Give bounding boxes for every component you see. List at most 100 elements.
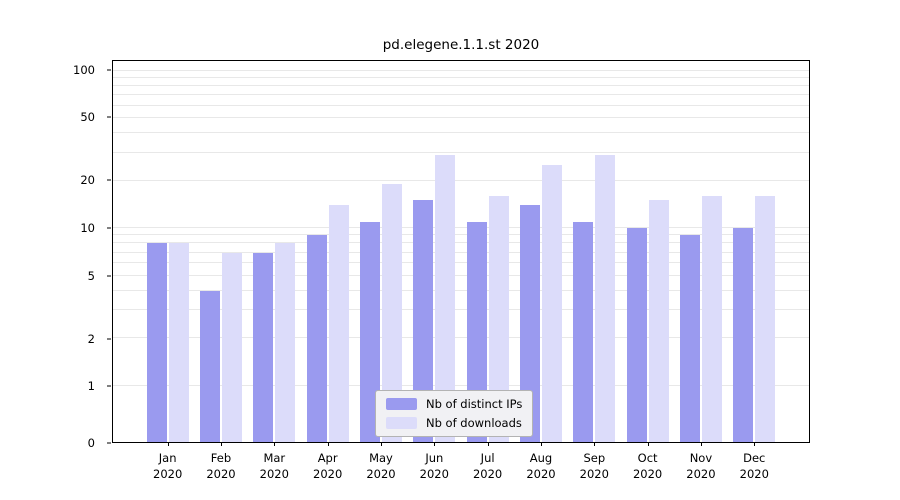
gridline xyxy=(113,234,809,236)
x-tick-label-jul: Jul 2020 xyxy=(472,451,503,482)
legend-swatch-distinct-ips xyxy=(386,398,417,410)
y-tick-label-100: 100 xyxy=(73,62,95,77)
x-tick-mark xyxy=(647,442,649,446)
bar-group-mar: Mar 2020 xyxy=(248,61,301,481)
gridline xyxy=(113,309,809,311)
y-tick-mark xyxy=(107,227,111,229)
x-tick-mark xyxy=(487,442,489,446)
gridline xyxy=(113,251,809,253)
x-tick-mark xyxy=(220,442,222,446)
bar-downloads-dec xyxy=(755,195,776,442)
bar-downloads-mar xyxy=(275,243,296,442)
gridline xyxy=(113,289,809,291)
y-tick-mark xyxy=(107,385,111,387)
bar-group-jul: Jul 2020 xyxy=(461,61,514,481)
gridline xyxy=(113,76,809,78)
bar-downloads-jun xyxy=(435,155,456,442)
y-tick-label-20: 20 xyxy=(80,173,95,188)
legend-label-downloads: Nb of downloads xyxy=(426,416,522,430)
y-tick-label-0: 0 xyxy=(87,436,95,450)
x-tick-label-may: May 2020 xyxy=(366,451,396,482)
x-tick-label-jan: Jan 2020 xyxy=(153,451,183,482)
y-tick-mark xyxy=(107,179,111,181)
gridline xyxy=(113,93,809,95)
gridline xyxy=(113,242,809,244)
bar-downloads-may xyxy=(381,184,402,442)
bar-group-aug: Aug 2020 xyxy=(514,61,567,481)
x-tick-mark xyxy=(380,442,382,446)
y-tick-label-2: 2 xyxy=(87,331,95,346)
x-tick-mark xyxy=(434,442,436,446)
bar-downloads-nov xyxy=(701,195,722,442)
gridline xyxy=(113,84,809,86)
bar-distinct-ips-apr xyxy=(306,235,327,442)
x-tick-mark xyxy=(327,442,329,446)
gridline xyxy=(113,274,809,276)
y-tick-label-5: 5 xyxy=(87,268,95,283)
x-tick-label-sep: Sep 2020 xyxy=(579,451,609,482)
x-tick-mark xyxy=(540,442,542,446)
bars-container: Jan 2020 Feb 2020 Mar 2020 Apr 2020 May 2020 Jun 20… xyxy=(113,61,809,481)
x-tick-label-feb: Feb 2020 xyxy=(206,451,236,482)
bar-distinct-ips-oct xyxy=(626,228,647,442)
legend-label-distinct-ips: Nb of distinct IPs xyxy=(426,397,523,411)
x-tick-label-apr: Apr 2020 xyxy=(313,451,343,482)
plot-area: Jan 2020 Feb 2020 Mar 2020 Apr 2020 May 2020 Jun 20… xyxy=(112,60,810,481)
y-tick-mark xyxy=(107,275,111,277)
bar-downloads-jul xyxy=(488,195,509,442)
bar-distinct-ips-dec xyxy=(733,228,754,442)
y-tick-label-1: 1 xyxy=(87,379,95,394)
bar-downloads-apr xyxy=(328,205,349,442)
gridline xyxy=(113,262,809,264)
gridline xyxy=(113,384,809,386)
y-tick-label-50: 50 xyxy=(80,110,95,125)
bar-distinct-ips-may xyxy=(359,221,380,442)
gridlines xyxy=(113,61,809,442)
bar-group-may: May 2020 xyxy=(354,61,407,481)
y-tick-label-10: 10 xyxy=(80,220,95,235)
y-tick-mark xyxy=(107,442,111,444)
legend-swatch-downloads xyxy=(386,417,417,429)
x-tick-label-dec: Dec 2020 xyxy=(739,451,769,482)
gridline xyxy=(113,227,809,229)
bar-distinct-ips-aug xyxy=(519,205,540,442)
bar-distinct-ips-nov xyxy=(679,235,700,442)
x-tick-label-aug: Aug 2020 xyxy=(526,451,556,482)
x-tick-mark xyxy=(594,442,596,446)
bar-group-jan: Jan 2020 xyxy=(141,61,194,481)
gridline xyxy=(113,337,809,339)
x-tick-mark xyxy=(167,442,169,446)
bar-distinct-ips-jan xyxy=(146,243,167,442)
y-tick-mark xyxy=(107,338,111,340)
bar-downloads-jan xyxy=(168,243,189,442)
gridline xyxy=(113,132,809,134)
x-tick-mark xyxy=(274,442,276,446)
legend-item-downloads: Nb of downloads xyxy=(386,416,522,430)
bar-group-oct: Oct 2020 xyxy=(621,61,674,481)
x-tick-label-oct: Oct 2020 xyxy=(632,451,663,482)
x-tick-label-nov: Nov 2020 xyxy=(686,451,716,482)
chart-title: pd.elegene.1.1.st 2020 xyxy=(382,37,540,53)
bar-group-feb: Feb 2020 xyxy=(194,61,247,481)
bar-downloads-oct xyxy=(648,200,669,442)
bar-group-apr: Apr 2020 xyxy=(301,61,354,481)
bar-distinct-ips-feb xyxy=(199,290,220,442)
bar-distinct-ips-jul xyxy=(466,221,487,442)
gridline xyxy=(113,116,809,118)
bar-group-nov: Nov 2020 xyxy=(674,61,727,481)
gridline xyxy=(113,69,809,71)
bar-distinct-ips-sep xyxy=(573,221,594,442)
bar-distinct-ips-mar xyxy=(253,252,274,442)
bar-group-dec: Dec 2020 xyxy=(728,61,781,481)
bar-group-sep: Sep 2020 xyxy=(568,61,621,481)
x-tick-mark xyxy=(700,442,702,446)
bar-group-jun: Jun 2020 xyxy=(408,61,461,481)
x-tick-label-mar: Mar 2020 xyxy=(259,451,289,482)
bar-distinct-ips-jun xyxy=(413,200,434,442)
y-axis-ticks: 0 1 2 5 10 20 50 100 xyxy=(0,60,112,450)
y-tick-mark xyxy=(107,69,111,71)
x-tick-label-jun: Jun 2020 xyxy=(419,451,449,482)
bar-downloads-aug xyxy=(541,165,562,442)
x-tick-mark xyxy=(754,442,756,446)
